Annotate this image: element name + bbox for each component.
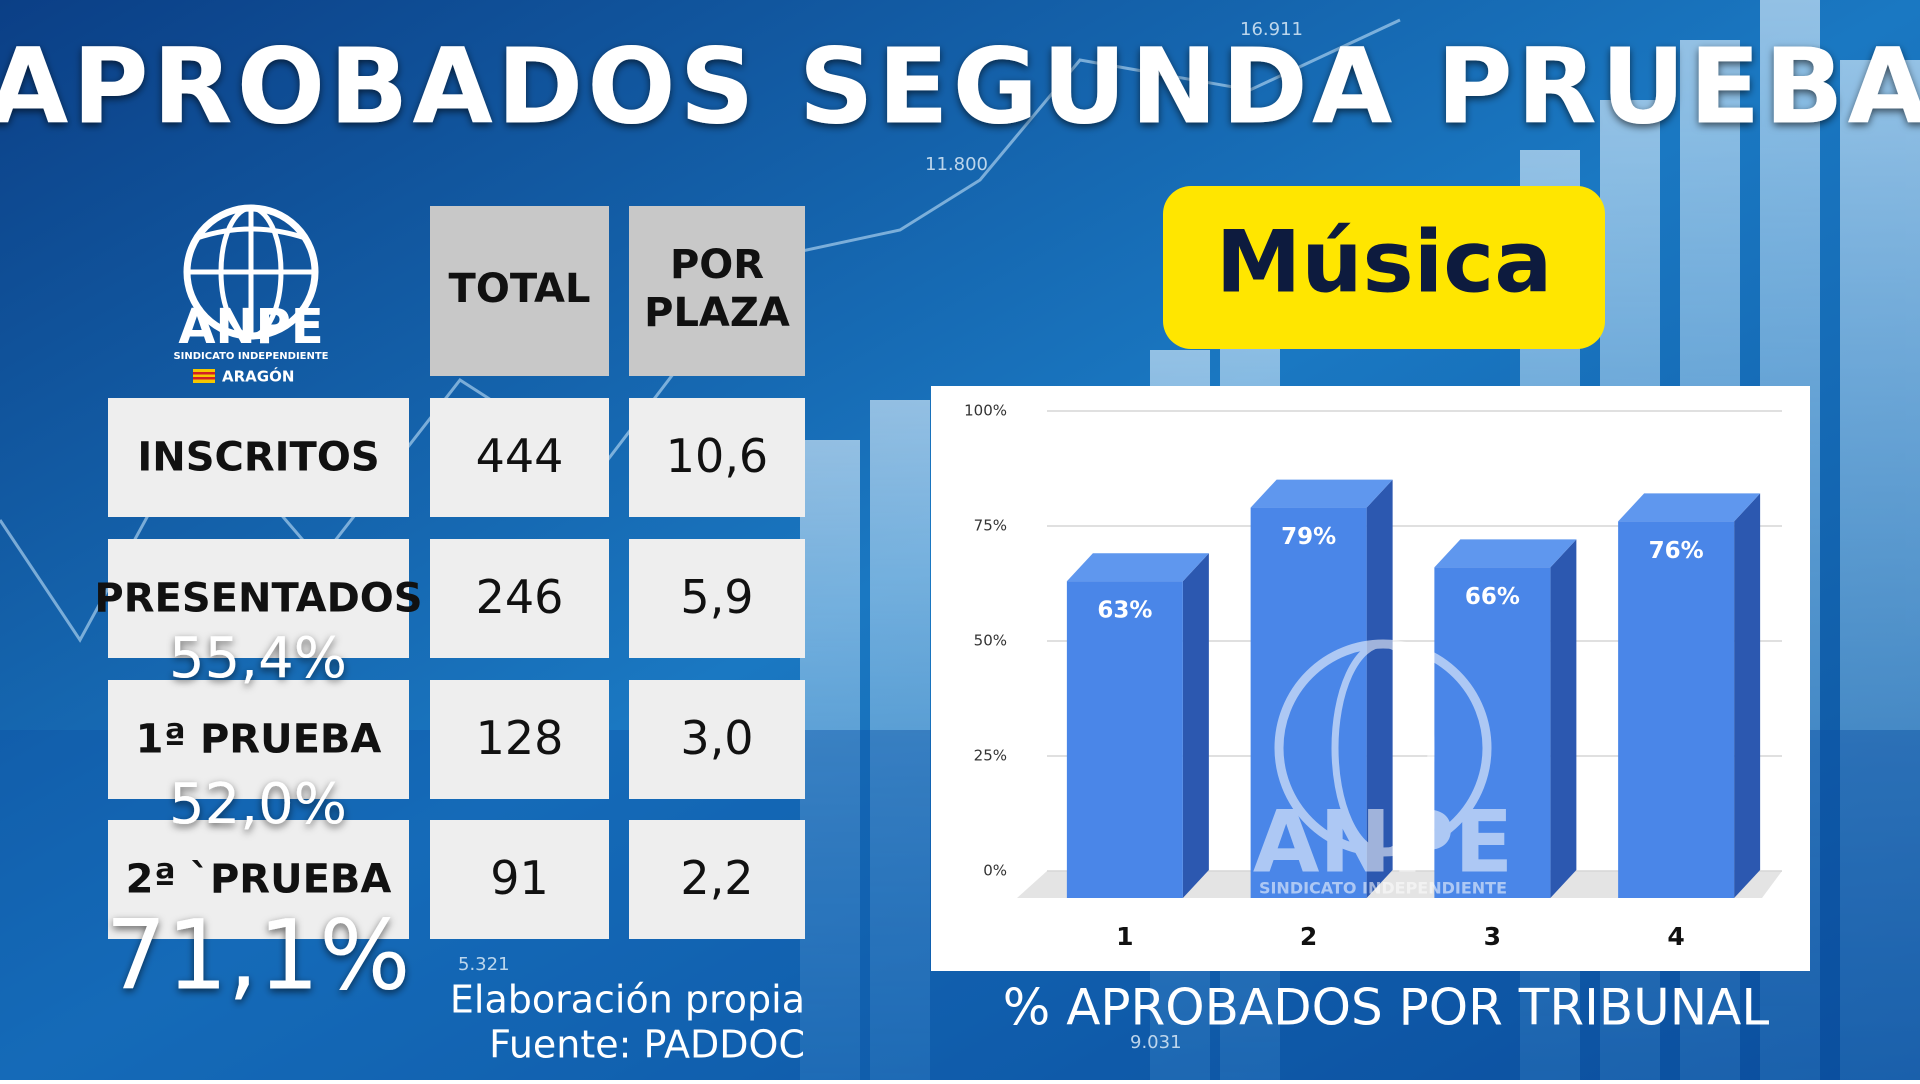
chart-title: % APROBADOS POR TRIBUNAL — [1003, 979, 1770, 1037]
source-line: Fuente: PADDOC — [489, 1023, 805, 1067]
y-tick-label: 50% — [974, 632, 1007, 650]
table-cell — [108, 539, 409, 658]
logo-name: ANPE — [178, 299, 323, 355]
y-tick-label: 75% — [974, 517, 1007, 535]
table-cell — [430, 398, 609, 517]
background-label: 16.911 — [1240, 19, 1303, 40]
header-cell — [430, 206, 609, 376]
bar — [1434, 539, 1577, 898]
table-cell — [629, 398, 805, 517]
source-line: Elaboración propia — [450, 978, 805, 1022]
table-cell — [629, 820, 805, 939]
table-value: 10,6 — [666, 429, 768, 483]
header-text: TOTAL — [449, 266, 591, 312]
y-tick-label: 100% — [964, 402, 1007, 420]
x-tick-label: 3 — [1484, 922, 1501, 951]
watermark-name: ANPE — [1253, 792, 1513, 892]
background-label: 11.800 — [925, 154, 988, 175]
value-label: 76% — [1649, 538, 1704, 564]
bar-side — [1734, 493, 1761, 898]
percentage: 52,0% — [169, 772, 347, 837]
bar-front — [1434, 567, 1551, 898]
y-tick-label: 25% — [974, 747, 1007, 765]
x-tick-label: 2 — [1300, 922, 1317, 951]
logo-subtitle: SINDICATO INDEPENDIENTE — [173, 351, 328, 362]
table-value: 444 — [476, 429, 564, 483]
table-cell — [430, 680, 609, 799]
table-cell — [108, 398, 409, 517]
table-cell — [430, 539, 609, 658]
table-value: 128 — [476, 711, 564, 765]
watermark-subtitle: SINDICATO INDEPENDIENTE — [1259, 879, 1507, 898]
background-label: 9.031 — [1130, 1032, 1182, 1053]
bar-front — [1250, 507, 1367, 898]
table-value: 91 — [490, 851, 549, 905]
header-cell — [629, 206, 805, 376]
subject-box — [1163, 186, 1605, 349]
title: APROBADOS SEGUNDA PRUEBA — [0, 25, 1920, 147]
row-label: 2ª `PRUEBA — [126, 857, 392, 903]
table-value: 5,9 — [680, 570, 753, 624]
header-text: POR PLAZA — [644, 242, 790, 336]
table-cell — [629, 680, 805, 799]
value-label: 79% — [1281, 524, 1336, 550]
row-label: PRESENTADOS — [94, 576, 422, 622]
table-value: 3,0 — [680, 711, 753, 765]
bar-side — [1366, 479, 1393, 898]
bar-side — [1182, 553, 1209, 898]
table-value: 2,2 — [680, 851, 753, 905]
chart-floor — [1017, 871, 1782, 898]
bar-front — [1066, 581, 1183, 898]
subject: Música — [1216, 212, 1552, 312]
bar-front — [1618, 521, 1735, 898]
bar-top — [1250, 479, 1393, 508]
table-value: 246 — [476, 570, 564, 624]
x-tick-label: 4 — [1667, 922, 1684, 951]
table-cell — [108, 820, 409, 939]
percentage: 55,4% — [169, 626, 347, 691]
value-label: 63% — [1097, 598, 1152, 624]
bar-top — [1618, 493, 1761, 522]
x-tick-label: 1 — [1116, 922, 1133, 951]
table-cell — [430, 820, 609, 939]
bar-top — [1434, 539, 1577, 568]
chart: 0% 25% 50% 75% 100% 63% 1 79% 2 66% 3 76% 4 ANPESINDI… — [964, 402, 1782, 951]
bar — [1618, 493, 1761, 898]
bar — [1066, 553, 1209, 898]
row-label: 1ª PRUEBA — [136, 717, 382, 763]
percentage: 71,1% — [106, 899, 411, 1011]
y-tick-label: 0% — [983, 862, 1007, 880]
logo-region: ARAGÓN — [222, 367, 294, 386]
logo: ANPE SINDICATO INDEPENDIENTE ARAGÓN — [173, 204, 329, 386]
value-label: 66% — [1465, 584, 1520, 610]
bar — [1250, 479, 1393, 898]
bar-side — [1550, 539, 1577, 898]
table: TOTAL POR PLAZA INSCRITOS 444 10,6 PRESENTADOS… — [94, 206, 805, 1011]
table-cell — [629, 539, 805, 658]
bar-top — [1066, 553, 1209, 582]
background-label: 5.321 — [458, 954, 510, 975]
table-cell — [108, 680, 409, 799]
watermark-globe — [1331, 640, 1435, 856]
row-label: INSCRITOS — [137, 435, 379, 481]
